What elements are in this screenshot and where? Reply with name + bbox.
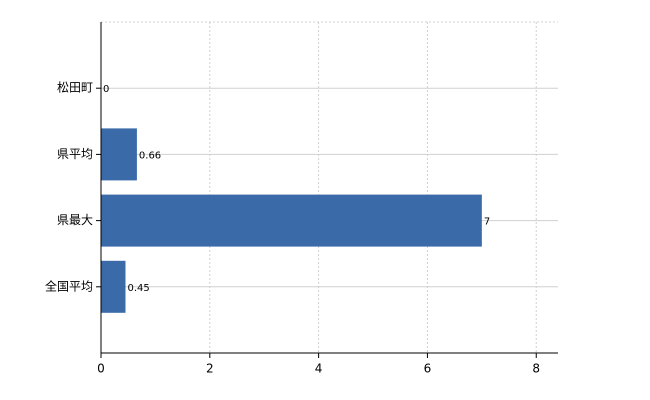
y-tick-label: 県最大 <box>57 213 93 227</box>
x-tick-label: 0 <box>97 362 105 376</box>
value-label: 0.66 <box>139 150 161 161</box>
value-label: 7 <box>484 217 490 228</box>
bar <box>101 260 126 313</box>
value-label: 0 <box>103 84 109 95</box>
x-tick-label: 4 <box>315 362 323 376</box>
bar <box>101 128 137 181</box>
bar <box>101 194 482 247</box>
y-tick-label: 全国平均 <box>45 278 93 293</box>
y-tick-label: 松田町 <box>57 81 93 95</box>
y-tick-label: 県平均 <box>57 147 93 161</box>
x-tick-label: 6 <box>424 362 432 376</box>
x-tick-label: 8 <box>532 362 540 376</box>
x-tick-label: 2 <box>206 362 214 376</box>
value-label: 0.45 <box>127 283 149 294</box>
